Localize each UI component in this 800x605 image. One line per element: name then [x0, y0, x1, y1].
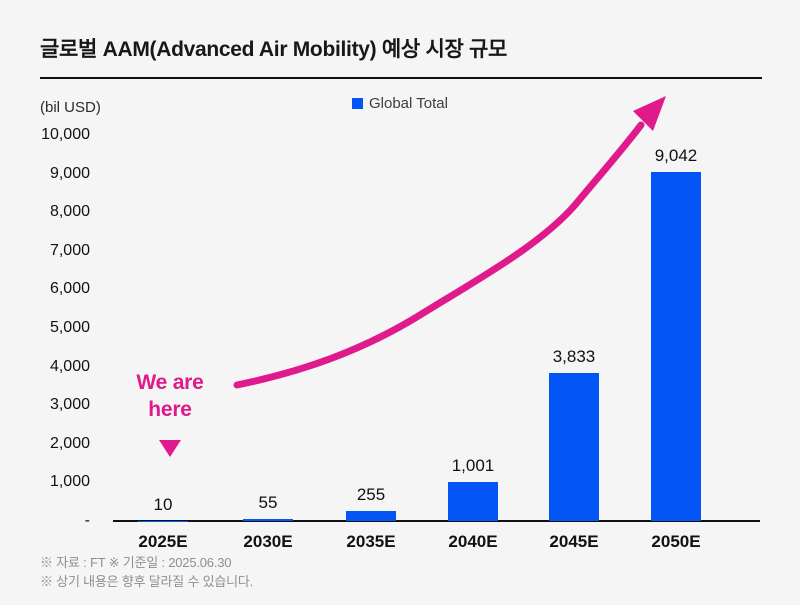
bar-value-label: 3,833: [552, 347, 596, 367]
down-triangle-icon: [159, 440, 181, 457]
bar-2040E: [448, 482, 498, 521]
y-tick-label: 10,000: [41, 126, 90, 143]
trend-arrowhead-icon: [633, 96, 666, 131]
title-divider: [40, 77, 762, 79]
y-tick-label: -: [84, 512, 90, 529]
x-axis-label-2050E: 2050E: [651, 532, 701, 551]
x-axis-label-2040E: 2040E: [448, 532, 498, 551]
x-axis-label-2035E: 2035E: [346, 532, 396, 551]
x-axis-label-2045E: 2045E: [549, 532, 599, 551]
y-tick-label: 7,000: [49, 241, 90, 259]
x-axis-line: [113, 520, 760, 522]
we-are-here-line2: here: [148, 398, 192, 421]
bar-value-label: 9,042: [654, 145, 698, 165]
x-axis-label-2025E: 2025E: [138, 532, 188, 551]
y-axis-unit-label: (bil USD): [40, 99, 101, 116]
legend-label: Global Total: [369, 95, 448, 112]
we-are-here-line1: We are: [136, 371, 204, 394]
y-tick-label: 5,000: [49, 319, 90, 336]
y-tick-label: 3,000: [49, 396, 90, 414]
y-tick-label: 2,000: [49, 434, 90, 452]
bar-value-label: 1,001: [451, 456, 495, 476]
bar-2050E: [651, 171, 701, 521]
chart-legend: Global Total: [352, 95, 448, 112]
we-are-here-annotation: We are here: [110, 369, 230, 423]
legend-swatch-icon: [352, 98, 363, 109]
footer-source-line: ※ 자료 : FT ※ 기준일 : 2025.06.30: [40, 555, 232, 570]
bar-2030E: [243, 518, 293, 521]
x-axis-label-2030E: 2030E: [243, 532, 293, 551]
bar-2045E: [549, 373, 599, 521]
y-tick-label: 1,000: [49, 473, 90, 491]
footer-disclaimer-line: ※ 상기 내용은 향후 달라질 수 있습니다.: [40, 574, 254, 589]
page-title: 글로벌 AAM(Advanced Air Mobility) 예상 시장 규모: [40, 38, 508, 61]
bar-value-label: 55: [258, 492, 278, 512]
bar-2035E: [346, 511, 396, 521]
bar-value-label: 10: [153, 494, 173, 514]
y-tick-label: 9,000: [49, 164, 90, 182]
y-tick-label: 8,000: [49, 203, 90, 221]
y-tick-label: 6,000: [49, 280, 90, 298]
y-tick-label: 4,000: [49, 357, 90, 375]
bar-value-label: 255: [356, 485, 386, 505]
